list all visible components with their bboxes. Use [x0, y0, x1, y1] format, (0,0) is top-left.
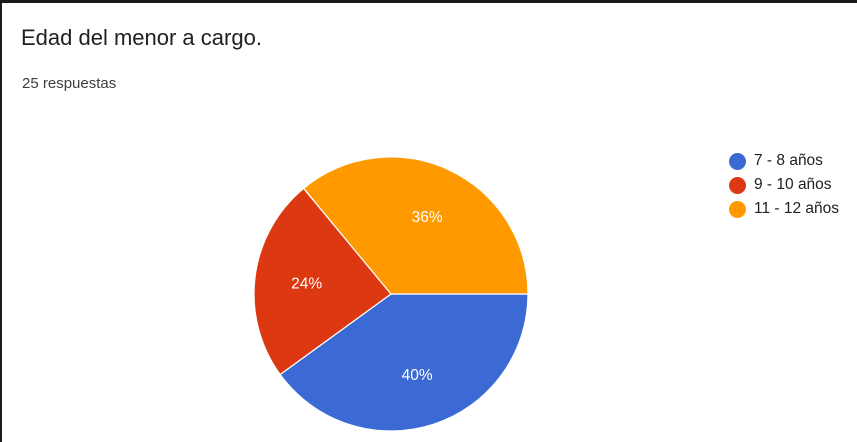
- response-count: 25 respuestas: [22, 75, 117, 92]
- chart-title: Edad del menor a cargo.: [21, 25, 262, 50]
- legend-label: 7 - 8 años: [754, 152, 823, 169]
- pie-slice-label-slice-3: 36%: [412, 209, 443, 226]
- pie-slice-slice-2[interactable]: [253, 187, 392, 376]
- pie-slice-label-slice-1: 40%: [402, 367, 433, 384]
- pie-slice-slice-1[interactable]: [279, 293, 529, 432]
- legend-item-slice-1[interactable]: 7 - 8 años: [729, 149, 839, 173]
- legend-item-slice-2[interactable]: 9 - 10 años: [729, 173, 839, 197]
- pie-slice-label-slice-2: 24%: [291, 275, 322, 292]
- pie-chart: 40% 24% 36%: [253, 156, 529, 432]
- chart-legend: 7 - 8 años 9 - 10 años 11 - 12 años: [729, 149, 839, 221]
- legend-swatch: [729, 176, 746, 194]
- pie-slices: [253, 156, 529, 432]
- legend-item-slice-3[interactable]: 11 - 12 años: [729, 197, 839, 221]
- pie-slice-labels: 40% 24% 36%: [291, 209, 443, 384]
- legend-swatch: [729, 152, 746, 170]
- legend-swatch: [729, 200, 746, 218]
- legend-label: 11 - 12 años: [754, 200, 840, 217]
- legend-label: 9 - 10 años: [754, 176, 832, 193]
- pie-slice-slice-3[interactable]: [302, 156, 529, 295]
